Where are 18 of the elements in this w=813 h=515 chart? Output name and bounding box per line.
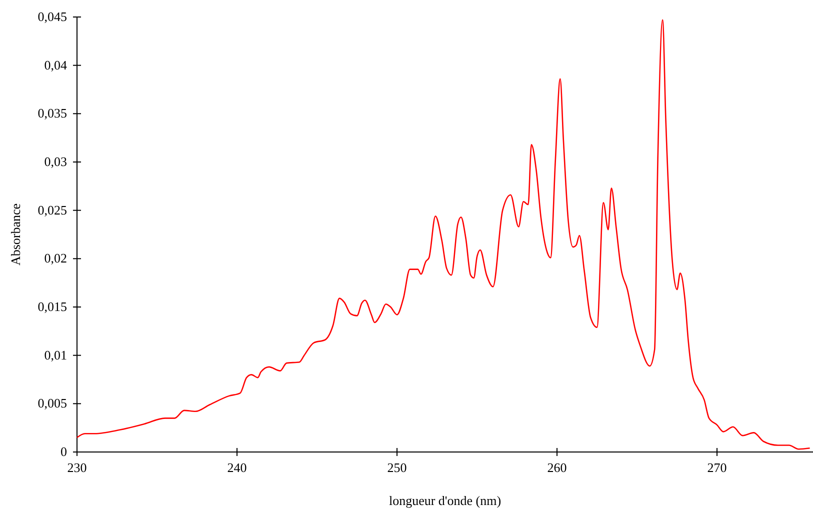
x-tick-label: 270	[707, 460, 727, 475]
x-tick-label: 250	[387, 460, 407, 475]
x-axis-title: longueur d'onde (nm)	[388, 493, 502, 508]
x-tick-label: 240	[227, 460, 247, 475]
x-tick-label: 260	[547, 460, 567, 475]
y-tick-label: 0,04	[44, 57, 68, 72]
y-tick-label: 0,045	[38, 9, 67, 24]
y-tick-label: 0	[60, 444, 67, 459]
y-tick-label: 0,035	[38, 106, 67, 121]
y-tick-label: 0,025	[38, 202, 67, 218]
y-tick-label: 0,015	[38, 299, 67, 314]
y-tick-label: 0,02	[44, 250, 67, 266]
y-tick-label: 0,005	[38, 396, 67, 411]
x-tick-label: 230	[67, 460, 87, 475]
y-tick-label: 0,01	[44, 347, 67, 362]
y-tick-label: 0,03	[44, 154, 67, 169]
y-axis-title: Absorbance	[8, 203, 23, 266]
line-series	[76, 19, 810, 450]
